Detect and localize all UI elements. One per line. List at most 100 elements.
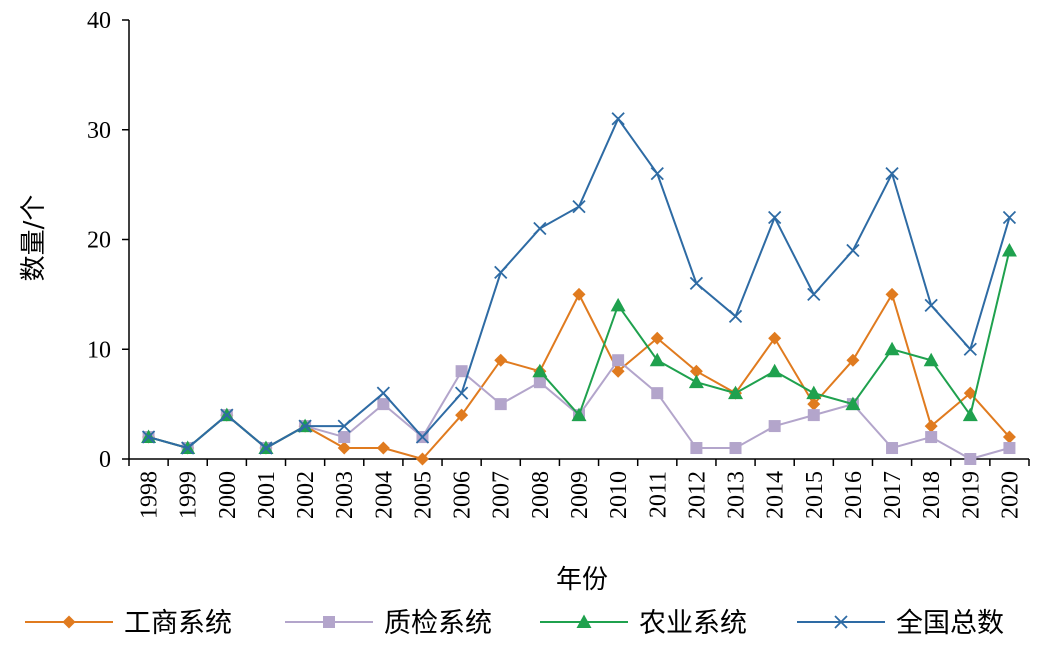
x-tick-label: 2006 <box>450 471 476 519</box>
legend-item: 质检系统 <box>285 608 492 639</box>
data-point <box>650 167 664 181</box>
data-point <box>689 364 703 378</box>
x-tick-label: 2019 <box>958 471 984 519</box>
x-tick-label: 1999 <box>176 471 202 519</box>
x-marker-stroke <box>337 419 351 433</box>
data-point <box>1002 210 1017 225</box>
data-point <box>885 167 899 181</box>
data-point <box>923 352 939 367</box>
data-point <box>807 287 821 302</box>
data-point <box>806 385 822 400</box>
data-point <box>845 396 861 411</box>
x-marker-stroke <box>885 167 899 181</box>
x-marker-stroke <box>376 386 390 400</box>
y-tick-label: 10 <box>87 337 111 363</box>
x-marker-stroke <box>768 210 782 225</box>
data-point <box>610 297 626 312</box>
data-point <box>963 342 977 356</box>
data-point <box>649 352 665 367</box>
y-tick-label: 40 <box>87 8 111 34</box>
data-point <box>220 408 234 422</box>
data-point <box>925 431 938 444</box>
x-tick-label: 2015 <box>802 471 828 519</box>
data-point <box>728 385 744 400</box>
data-point <box>807 397 821 411</box>
x-marker-stroke <box>533 221 547 236</box>
legend-label: 农业系统 <box>639 608 747 639</box>
x-tick-label: 2010 <box>606 471 632 519</box>
x-marker-stroke <box>728 309 743 323</box>
x-marker-stroke <box>141 430 156 444</box>
x-tick-label: 2001 <box>254 471 280 519</box>
data-point <box>494 265 508 280</box>
data-point <box>768 331 782 345</box>
data-point <box>964 453 977 465</box>
data-point <box>1002 430 1016 444</box>
x-marker-stroke <box>834 615 848 629</box>
data-point <box>650 331 664 345</box>
data-point <box>690 442 703 455</box>
data-point <box>415 452 429 466</box>
legend-marker <box>62 615 76 629</box>
data-point <box>963 386 977 400</box>
legend-marker <box>323 616 335 628</box>
data-point <box>532 363 548 378</box>
x-tick-label: 2011 <box>645 471 671 518</box>
y-tick-label: 0 <box>99 447 111 473</box>
x-tick-label: 2012 <box>684 471 710 519</box>
data-point <box>141 430 156 444</box>
data-point <box>611 112 625 126</box>
data-point <box>768 210 782 225</box>
x-tick-label: 2008 <box>528 471 554 519</box>
x-tick-label: 2007 <box>489 471 515 519</box>
x-marker-stroke <box>572 199 586 214</box>
data-point <box>611 364 625 378</box>
data-point <box>612 354 625 367</box>
data-point <box>1001 242 1017 257</box>
data-point <box>846 353 860 367</box>
series-group <box>141 112 1017 466</box>
x-tick-label: 2016 <box>841 471 867 519</box>
x-tick-label: 2003 <box>332 471 358 519</box>
x-marker-stroke <box>963 342 977 356</box>
axes <box>122 19 1030 466</box>
data-point <box>572 287 586 301</box>
x-tick-label: 2013 <box>724 471 750 519</box>
x-marker-stroke <box>454 386 469 400</box>
data-point <box>571 407 587 422</box>
x-tick-label: 2005 <box>410 471 436 519</box>
x-marker-stroke <box>650 167 664 181</box>
data-point <box>962 407 978 422</box>
x-marker-stroke <box>611 112 625 126</box>
x-tick-label: 2002 <box>293 471 319 519</box>
x-tick-label: 2020 <box>997 471 1023 519</box>
data-point <box>533 376 546 389</box>
legend-label: 全国总数 <box>896 608 1004 639</box>
data-point <box>298 419 312 433</box>
data-point <box>181 441 195 455</box>
data-point <box>572 199 586 214</box>
data-point <box>807 409 820 422</box>
data-point <box>376 441 390 455</box>
data-point <box>377 398 390 411</box>
y-tick-label: 20 <box>87 228 111 254</box>
x-marker-stroke <box>924 298 938 312</box>
data-point <box>729 442 742 455</box>
x-tick-label: 1998 <box>137 471 163 519</box>
series-4 <box>141 112 1017 455</box>
legend-label: 工商系统 <box>124 608 232 639</box>
data-point <box>376 386 390 400</box>
x-marker-stroke <box>220 408 234 422</box>
data-point <box>1003 442 1016 455</box>
y-axis-title: 数量/个 <box>19 195 49 282</box>
data-point <box>455 365 468 378</box>
data-point <box>767 363 783 378</box>
data-point <box>885 287 899 301</box>
axis-labels: 0 10 20 30 40 1998 1999 2000 2001 2002 2003 2004 200… <box>87 8 1023 519</box>
x-marker-stroke <box>1002 210 1017 225</box>
data-point <box>886 442 899 455</box>
x-tick-label: 2009 <box>567 471 593 519</box>
series-3 <box>141 242 1017 455</box>
data-point <box>651 387 664 400</box>
